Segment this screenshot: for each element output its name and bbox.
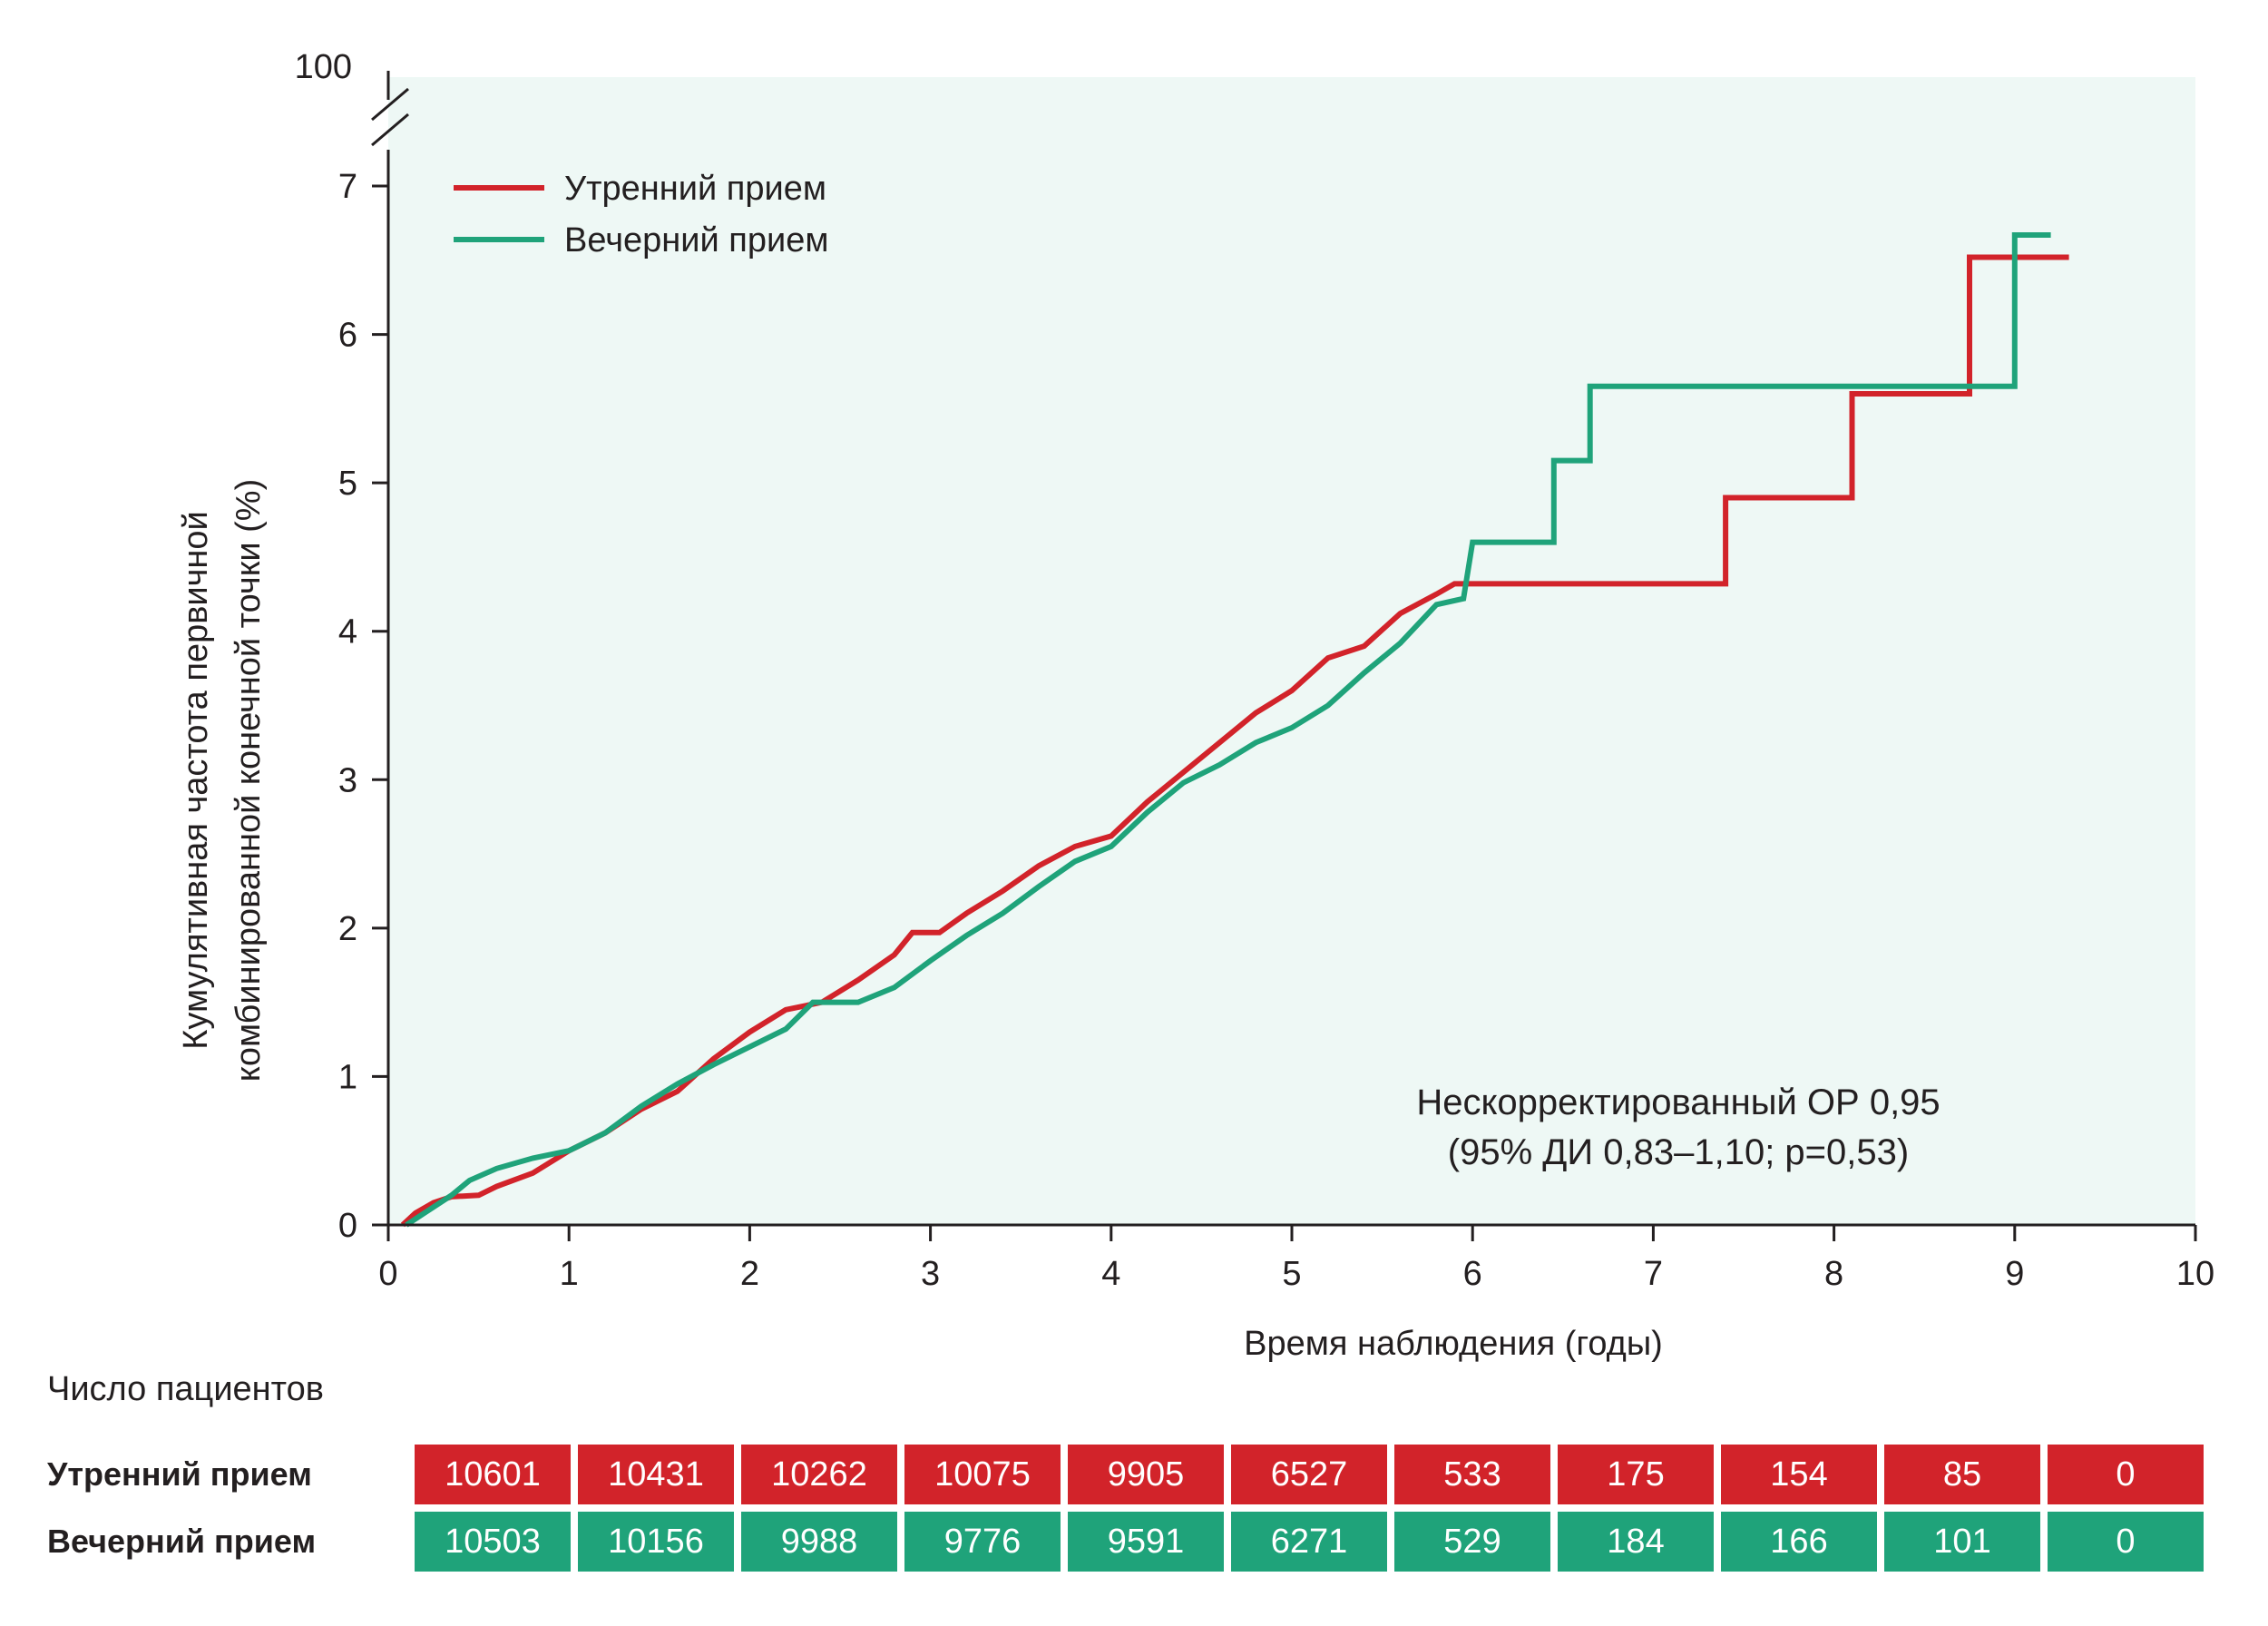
risk-cell: 10262 <box>741 1445 897 1504</box>
x-tick-label: 7 <box>1644 1255 1663 1293</box>
y-tick-label: 0 <box>338 1207 357 1245</box>
risk-row-label: Вечерний прием <box>47 1523 317 1560</box>
axis-break-mark <box>371 87 409 122</box>
y-tick-label: 6 <box>338 317 357 355</box>
x-tick-label: 8 <box>1824 1255 1843 1293</box>
y-axis-title-line1: Кумулятивная частота первичной <box>177 511 215 1050</box>
y-tick-label: 4 <box>338 613 357 651</box>
risk-cell: 9776 <box>904 1512 1061 1572</box>
x-tick-label: 9 <box>2005 1255 2024 1293</box>
risk-cell: 9591 <box>1068 1512 1224 1572</box>
x-axis-title: Время наблюдения (годы) <box>1244 1325 1663 1363</box>
risk-cell: 166 <box>1721 1512 1877 1572</box>
risk-cell: 101 <box>1884 1512 2040 1572</box>
risk-cell: 6527 <box>1231 1445 1387 1504</box>
legend-label-evening: Вечерний прием <box>564 221 828 260</box>
y-tick-label: 3 <box>338 761 357 799</box>
x-tick-label: 3 <box>921 1255 940 1293</box>
risk-row-label: Утренний прием <box>47 1455 312 1493</box>
risk-cell: 529 <box>1394 1512 1550 1572</box>
legend-label-morning: Утренний прием <box>564 170 826 208</box>
x-tick-label: 10 <box>2176 1255 2214 1293</box>
risk-table-title: Число пациентов <box>47 1370 324 1408</box>
y-tick-label: 1 <box>338 1058 357 1096</box>
risk-cell: 9988 <box>741 1512 897 1572</box>
risk-cell: 0 <box>2048 1512 2204 1572</box>
risk-cell: 9905 <box>1068 1445 1224 1504</box>
annotation-ci: (95% ДИ 0,83–1,10; p=0,53) <box>1448 1132 1909 1172</box>
risk-cell: 6271 <box>1231 1512 1387 1572</box>
x-tick-label: 6 <box>1463 1255 1482 1293</box>
risk-cell: 10503 <box>415 1512 571 1572</box>
y-axis-title-line2: комбинированной конечной точки (%) <box>230 479 268 1082</box>
series-line-morning <box>400 254 2069 1228</box>
risk-cell: 85 <box>1884 1445 2040 1504</box>
risk-cell: 10431 <box>578 1445 734 1504</box>
risk-cell: 175 <box>1558 1445 1714 1504</box>
risk-cell: 10601 <box>415 1445 571 1504</box>
y-tick-label: 2 <box>338 910 357 948</box>
y-tick-label: 5 <box>338 465 357 503</box>
risk-cell: 184 <box>1558 1512 1714 1572</box>
x-tick-label: 4 <box>1101 1255 1120 1293</box>
risk-cell: 0 <box>2048 1445 2204 1504</box>
x-tick-label: 1 <box>560 1255 579 1293</box>
risk-cell: 154 <box>1721 1445 1877 1504</box>
risk-cell: 10075 <box>904 1445 1061 1504</box>
y-tick-label: 7 <box>338 168 357 206</box>
legend: Утренний прием Вечерний прием <box>454 170 828 260</box>
plot-background <box>388 77 2195 1225</box>
x-tick-label: 2 <box>740 1255 759 1293</box>
x-tick-label: 0 <box>378 1255 397 1293</box>
risk-cell: 10156 <box>578 1512 734 1572</box>
risk-cell: 533 <box>1394 1445 1550 1504</box>
series-line-evening <box>405 232 2051 1228</box>
annotation-hr: Нескорректированный ОР 0,95 <box>1416 1082 1940 1122</box>
x-tick-label: 5 <box>1282 1255 1301 1293</box>
y-break-label: 100 <box>295 48 352 86</box>
axis-break-mark <box>371 113 409 147</box>
